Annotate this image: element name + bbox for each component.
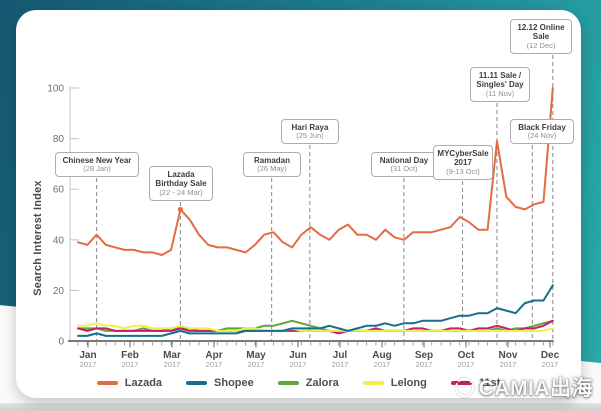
annotation-date: (12 Dec) [526, 40, 556, 50]
year-label: 2017 [458, 360, 475, 369]
y-tick-label: 60 [53, 185, 65, 196]
month-label: Aug [372, 350, 391, 361]
series-line-lazada [77, 87, 554, 256]
annotation-national-day: National Day (31 Oct) [371, 152, 437, 178]
annotation-title: Hari Raya [291, 123, 329, 132]
y-tick-label: 20 [53, 286, 65, 297]
year-label: 2017 [248, 360, 265, 369]
month-label: Jul [333, 350, 348, 361]
annotation-date: (11 Nov) [485, 88, 515, 98]
year-label: 2017 [164, 360, 181, 369]
annotation-title: MYCyberSale 2017 [437, 149, 489, 168]
y-tick-label: 0 [58, 337, 64, 348]
legend-label: 11st [478, 377, 501, 389]
annotation-date: (22 - 24 Mar) [159, 187, 203, 197]
y-tick-label: 40 [53, 235, 65, 246]
month-label: Nov [499, 350, 518, 361]
year-label: 2017 [290, 360, 307, 369]
y-axis-label: Search Interest Index [32, 180, 44, 296]
series-line-lelong [77, 322, 554, 332]
lazada-peak-marker [177, 206, 184, 213]
y-tick-label: 100 [47, 84, 64, 95]
annotation-11-11-sale: 11.11 Sale / Singles' Day (11 Nov) [470, 67, 530, 102]
year-label: 2017 [206, 360, 223, 369]
month-label: May [246, 350, 266, 361]
legend-item-11street: 11st [450, 377, 501, 389]
annotation-date: (24 Nov) [527, 131, 557, 141]
annotation-title: Ramadan [253, 156, 290, 165]
annotation-mycybersale: MYCyberSale 2017 (9-13 Oct) [433, 145, 493, 180]
year-label: 2017 [122, 360, 139, 369]
legend-item-zalora: Zalora [277, 377, 339, 389]
bottom-gray-strip [0, 403, 601, 411]
annotation-chinese-new-year: Chinese New Year (28 Jan) [55, 152, 139, 178]
year-label: 2017 [542, 360, 559, 369]
month-label: Feb [121, 350, 139, 361]
series-line-shopee [77, 284, 554, 337]
annotation-12-12-online-sale: 12.12 Online Sale (12 Dec) [510, 19, 572, 54]
annotation-hari-raya: Hari Raya (25 Jun) [281, 119, 339, 145]
annotation-black-friday: Black Friday (24 Nov) [510, 119, 574, 145]
year-label: 2017 [80, 360, 97, 369]
annotation-title: Chinese New Year [62, 156, 132, 165]
watermark-text: CAMIA出海 [478, 377, 593, 400]
legend-label: Lazada [124, 377, 163, 389]
annotation-title: 12.12 Online Sale [517, 23, 565, 42]
year-label: 2017 [500, 360, 517, 369]
lazada-line-swatch [96, 381, 118, 385]
annotation-title: Black Friday [518, 123, 566, 132]
annotation-title: Lazada Birthday Sale [155, 170, 207, 189]
legend-label: Shopee [214, 377, 254, 389]
annotation-date: (31 Oct) [390, 164, 418, 174]
shopee-line-swatch [186, 381, 208, 385]
month-label: Dec [541, 350, 560, 361]
legend-item-shopee: Shopee [186, 377, 254, 389]
month-label: Sep [415, 350, 433, 361]
annotation-date: (28 Jan) [83, 164, 111, 174]
annotation-ramadan: Ramadan (26 May) [243, 152, 301, 178]
annotation-date: (26 May) [257, 164, 287, 174]
annotation-title: National Day [379, 156, 429, 165]
month-label: Oct [458, 350, 475, 361]
watermark: CAMIA出海 [452, 372, 593, 402]
annotation-date: (9-13 Oct) [446, 166, 480, 176]
legend-item-lelong: Lelong [362, 377, 427, 389]
month-label: Apr [205, 350, 222, 361]
year-label: 2017 [332, 360, 349, 369]
legend-label: Zalora [305, 377, 339, 389]
annotation-lazada-birthday-sale: Lazada Birthday Sale (22 - 24 Mar) [149, 166, 213, 201]
month-label: Mar [163, 350, 181, 361]
camia-logo-icon [452, 375, 476, 399]
legend-item-lazada: Lazada [96, 377, 163, 389]
annotation-date: (25 Jun) [296, 131, 324, 141]
lelong-line-swatch [362, 381, 384, 385]
month-label: Jan [79, 350, 96, 361]
y-tick-label: 80 [53, 134, 65, 145]
month-label: Jun [289, 350, 307, 361]
annotation-title: 11.11 Sale / Singles' Day [476, 71, 524, 90]
zalora-line-swatch [277, 381, 299, 385]
year-label: 2017 [416, 360, 433, 369]
legend-label: Lelong [390, 377, 427, 389]
year-label: 2017 [374, 360, 391, 369]
11street-line-swatch [450, 381, 472, 385]
legend: Lazada Shopee Zalora Lelong 11st [16, 374, 581, 392]
